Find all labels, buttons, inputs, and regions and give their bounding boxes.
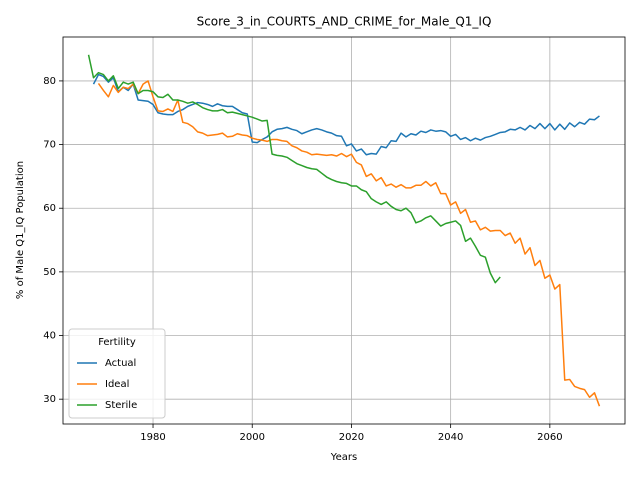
x-axis-label: Years xyxy=(330,452,357,463)
series-line xyxy=(97,80,601,407)
y-tick-label: 40 xyxy=(43,331,56,342)
y-tick-label: 30 xyxy=(43,394,56,405)
legend-title: Fertility xyxy=(98,337,136,348)
series-line xyxy=(92,73,600,156)
y-tick-label: 60 xyxy=(43,203,56,214)
x-tick-label: 2040 xyxy=(438,432,463,443)
legend-label: Ideal xyxy=(105,379,129,390)
legend-box xyxy=(68,328,166,419)
axes-frame xyxy=(62,36,626,425)
y-tick-label: 70 xyxy=(43,140,56,151)
x-tick-label: 2060 xyxy=(537,432,562,443)
y-axis-label: % of Male Q1_IQ Population xyxy=(15,161,26,299)
x-tick-label: 1980 xyxy=(140,432,165,443)
y-tick-label: 80 xyxy=(43,76,56,87)
x-tick-label: 2020 xyxy=(339,432,364,443)
y-tick-label: 50 xyxy=(43,267,56,278)
x-tick-label: 2000 xyxy=(240,432,265,443)
legend-label: Sterile xyxy=(105,400,137,411)
chart-title: Score_3_in_COURTS_AND_CRIME_for_Male_Q1_… xyxy=(197,15,492,29)
series-line xyxy=(87,54,501,284)
legend-label: Actual xyxy=(105,358,136,369)
